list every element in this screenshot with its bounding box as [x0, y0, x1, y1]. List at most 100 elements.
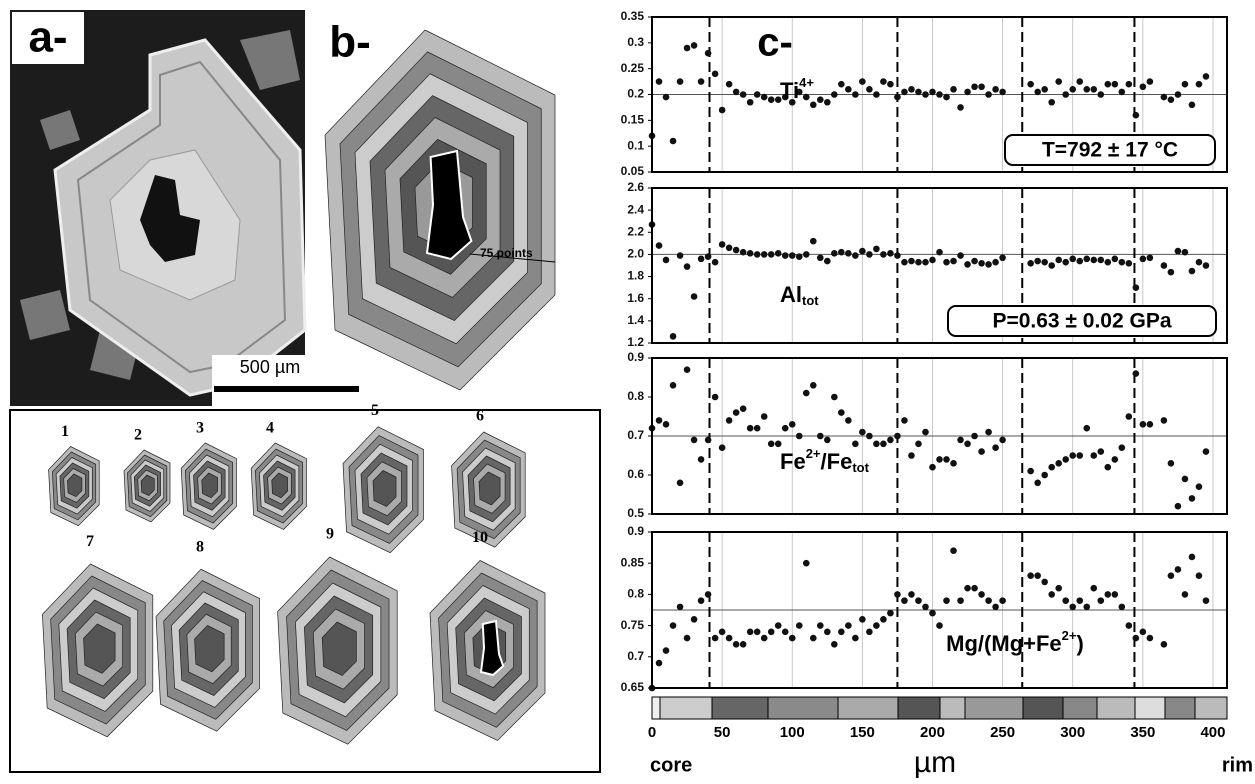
point [809, 634, 817, 642]
panel-label: b- [329, 18, 371, 67]
y-tick-label: 0.6 [627, 467, 644, 481]
point [852, 440, 859, 448]
x-axis-title: µm [914, 746, 956, 779]
y-tick-label: 0.1 [627, 138, 644, 152]
point [1062, 597, 1070, 604]
point [739, 248, 747, 256]
point [697, 456, 705, 463]
point [781, 424, 789, 432]
crystal-number: 9 [326, 525, 334, 542]
crystal-number: 2 [134, 427, 142, 444]
zoned-crystal [324, 29, 556, 391]
crystal-zone [76, 60, 287, 374]
point [978, 591, 985, 598]
point [1069, 603, 1077, 611]
point [725, 634, 733, 642]
point [1118, 603, 1126, 611]
point [957, 597, 964, 604]
point [1048, 463, 1055, 471]
point [1174, 91, 1182, 98]
point [1097, 256, 1105, 264]
point [753, 251, 761, 258]
point [1181, 80, 1189, 88]
point [739, 405, 747, 413]
point [1034, 88, 1041, 96]
point [1083, 603, 1091, 611]
points-label: 75 points [480, 246, 533, 260]
point [662, 256, 670, 264]
label-part: ) [1077, 631, 1084, 656]
annotation-box [947, 305, 1217, 337]
point [838, 409, 845, 416]
point [859, 247, 866, 255]
point [697, 255, 705, 263]
zone [201, 472, 218, 499]
point [957, 436, 964, 444]
point [1195, 572, 1203, 579]
point [1111, 80, 1119, 88]
point [999, 88, 1006, 96]
point [831, 250, 838, 257]
point [831, 91, 838, 98]
point [1048, 262, 1055, 269]
point [971, 257, 978, 265]
y-tick-label: 0.35 [621, 9, 645, 23]
point [1041, 578, 1048, 586]
point [718, 106, 726, 114]
point [669, 137, 677, 145]
crystal-number: 5 [371, 402, 379, 419]
point [725, 80, 733, 88]
point [1048, 98, 1055, 106]
y-tick-label: 0.75 [621, 618, 645, 632]
point [1076, 452, 1084, 459]
point [1041, 258, 1048, 266]
point [795, 622, 803, 629]
annotation: T=792 ± 17 °C [1042, 139, 1178, 162]
point [999, 436, 1006, 444]
y-tick-label: 2.4 [627, 202, 644, 216]
point [873, 245, 880, 253]
point [1090, 452, 1098, 459]
point [802, 559, 810, 567]
point [999, 597, 1006, 604]
point [1055, 78, 1063, 85]
point [809, 237, 817, 245]
point [894, 591, 901, 598]
point [1090, 584, 1098, 592]
point [1111, 591, 1119, 598]
point [1062, 456, 1070, 463]
plot-frame [651, 187, 1228, 344]
point [901, 258, 908, 266]
point [725, 417, 733, 424]
point [978, 259, 985, 267]
point [985, 261, 992, 268]
point [978, 83, 985, 91]
y-tick-label: 1.8 [627, 269, 644, 283]
x-tick-label: 0 [648, 724, 656, 741]
point [852, 91, 859, 98]
point [676, 78, 684, 85]
y-tick-label: 2.6 [627, 180, 644, 194]
crystal-number: 10 [472, 529, 488, 546]
point [873, 622, 880, 629]
y-tick-label: 0.3 [627, 35, 644, 49]
point [1174, 566, 1182, 573]
scale-bar [214, 386, 359, 392]
point [704, 253, 712, 260]
point [816, 96, 824, 103]
point [1027, 80, 1034, 88]
point [774, 96, 782, 103]
point [866, 86, 873, 93]
point [1027, 259, 1034, 267]
point [1146, 421, 1154, 428]
crystal-hole [140, 175, 200, 262]
point [1202, 448, 1210, 455]
zone [140, 474, 155, 496]
point [929, 609, 936, 617]
point [669, 382, 677, 389]
point [971, 432, 978, 440]
point [1125, 259, 1133, 267]
point [732, 409, 740, 416]
point [1027, 467, 1034, 475]
